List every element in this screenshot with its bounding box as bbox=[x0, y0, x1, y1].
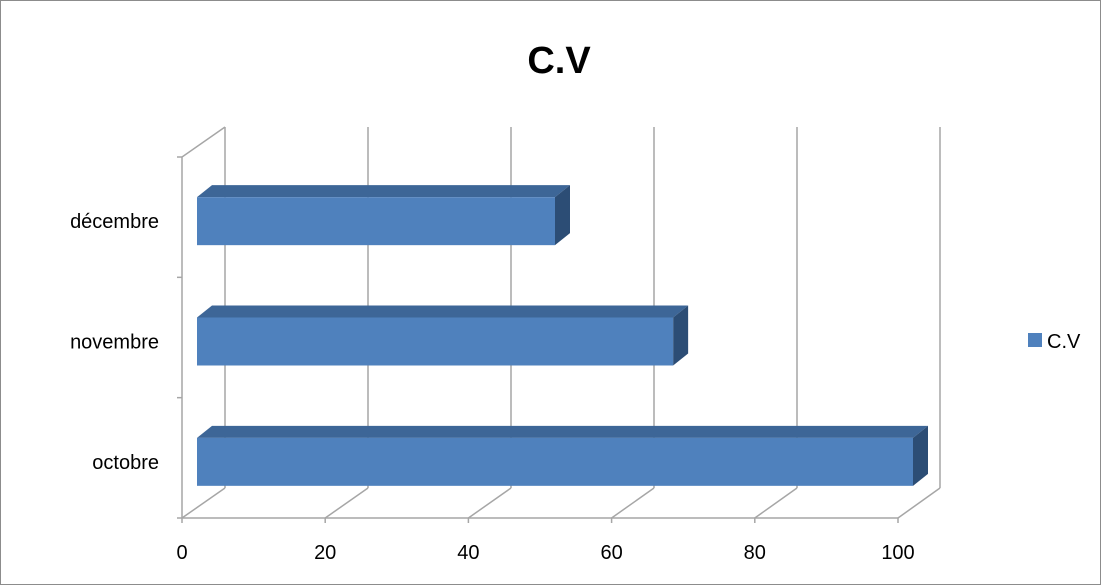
bar-front-face bbox=[197, 437, 913, 486]
bar-front-face bbox=[197, 317, 674, 366]
floor-gridline bbox=[754, 487, 798, 519]
y-category-label: novembre bbox=[70, 332, 159, 354]
y-category-label: décembre bbox=[70, 211, 159, 233]
y-category-labels: octobre novembre décembre bbox=[70, 211, 159, 474]
floor-gridline bbox=[324, 487, 369, 519]
floor-gridline bbox=[611, 487, 655, 519]
chart-title: C.V bbox=[527, 40, 591, 82]
x-tick-label: 20 bbox=[314, 542, 336, 564]
floor-gridline bbox=[897, 487, 941, 519]
bars-layer bbox=[197, 185, 928, 486]
legend-swatch bbox=[1028, 333, 1042, 347]
x-tick-labels: 0 20 40 60 80 100 bbox=[176, 542, 914, 564]
x-tick-label: 100 bbox=[881, 542, 914, 564]
x-tick-label: 0 bbox=[176, 542, 187, 564]
y-category-label: octobre bbox=[92, 452, 159, 474]
x-tick-label: 80 bbox=[744, 542, 766, 564]
floor-gridline bbox=[467, 487, 512, 519]
floor-gridline bbox=[181, 487, 226, 519]
bar-octobre bbox=[197, 425, 928, 486]
bar-top-face bbox=[197, 425, 928, 438]
bar-top-face bbox=[197, 185, 570, 198]
legend: C.V bbox=[1028, 331, 1081, 353]
x-tick-label: 60 bbox=[600, 542, 622, 564]
bar-novembre bbox=[197, 305, 689, 366]
bar-top-face bbox=[197, 305, 689, 318]
bar-side-face bbox=[555, 185, 570, 246]
bar-side-face bbox=[913, 425, 928, 486]
bar-décembre bbox=[197, 185, 570, 246]
legend-label: C.V bbox=[1047, 331, 1081, 353]
bar-front-face bbox=[197, 197, 555, 246]
bar-side-face bbox=[673, 305, 689, 366]
x-tick-label: 40 bbox=[457, 542, 479, 564]
